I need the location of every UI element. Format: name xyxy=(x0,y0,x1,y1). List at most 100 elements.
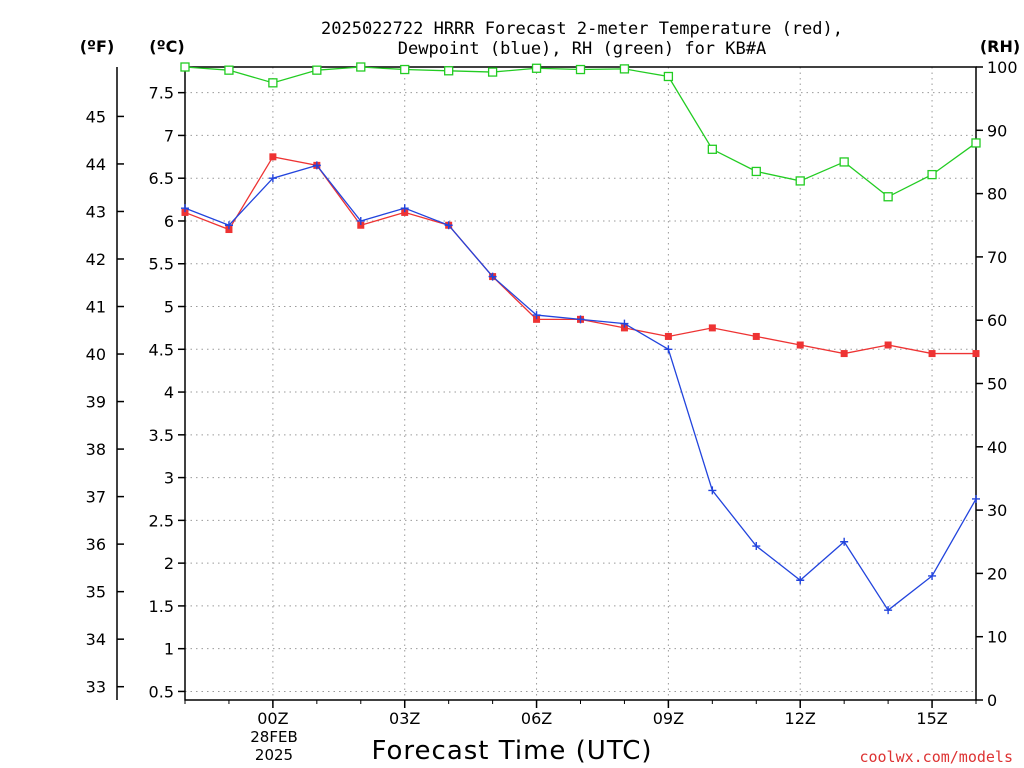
fahrenheit-tick-label: 37 xyxy=(86,488,106,507)
fahrenheit-tick-label: 34 xyxy=(86,630,106,649)
rh-tick-label: 100 xyxy=(987,58,1018,77)
fahrenheit-tick-label: 41 xyxy=(86,298,106,317)
x-axis-title: Forecast Time (UTC) xyxy=(371,736,652,766)
rh-marker xyxy=(619,64,630,74)
rh-marker xyxy=(356,62,366,72)
rh-marker xyxy=(400,64,410,75)
dewpoint-marker xyxy=(312,161,321,170)
temperature-marker xyxy=(225,226,233,234)
celsius-tick-label: 0.5 xyxy=(149,682,174,701)
fahrenheit-unit-label: (ºF) xyxy=(80,37,115,56)
celsius-tick-label: 7 xyxy=(164,126,174,145)
dewpoint-marker xyxy=(972,494,980,503)
dewpoint-marker xyxy=(224,221,233,230)
celsius-tick-label: 2.5 xyxy=(149,511,174,530)
x-tick-label: 00Z xyxy=(257,709,288,728)
celsius-unit-label: (ºC) xyxy=(149,37,184,56)
date-label-day: 28FEB xyxy=(250,728,297,746)
fahrenheit-axis: 33 34 35 36 37 38 39 40 41 42 43 44 45 xyxy=(86,107,124,697)
dewpoint-marker xyxy=(181,204,189,213)
rh-marker xyxy=(268,78,278,88)
rh-marker xyxy=(707,144,717,154)
fahrenheit-tick-label: 38 xyxy=(86,440,106,459)
celsius-tick-label: 5.5 xyxy=(149,255,174,274)
temperature-marker xyxy=(269,153,277,161)
rh-tick-label: 60 xyxy=(987,311,1007,330)
fahrenheit-tick-label: 42 xyxy=(86,250,106,269)
rh-axis: 0 10 20 30 40 50 60 70 80 90 100 xyxy=(976,58,1018,710)
rh-marker xyxy=(224,65,234,75)
rh-marker xyxy=(883,192,893,202)
temperature-marker xyxy=(401,208,409,216)
temperature-marker xyxy=(357,221,365,229)
rh-tick-label: 80 xyxy=(987,185,1007,204)
dewpoint-marker xyxy=(444,221,453,230)
celsius-axis: 0.5 1 1.5 2 2.5 3 3.5 4 4.5 5 5.5 6 6.5 7 7.5 xyxy=(149,84,185,701)
temperature-marker xyxy=(752,332,760,340)
fahrenheit-tick-label: 35 xyxy=(86,583,106,602)
rh-marker xyxy=(575,64,586,75)
temperature-marker xyxy=(708,324,716,332)
fahrenheit-tick-label: 33 xyxy=(86,678,106,697)
rh-marker xyxy=(663,71,674,82)
temperature-marker xyxy=(884,341,892,349)
temperature-marker xyxy=(928,350,936,358)
time-axis: 00Z 03Z 06Z 09Z 12Z 15Z xyxy=(184,700,977,728)
temperature-marker xyxy=(796,341,804,349)
celsius-tick-label: 4 xyxy=(164,383,174,402)
dewpoint-marker xyxy=(708,486,717,495)
celsius-tick-label: 1.5 xyxy=(149,597,174,616)
rh-marker xyxy=(795,176,805,186)
fahrenheit-tick-label: 45 xyxy=(86,107,106,126)
celsius-tick-label: 6.5 xyxy=(149,169,174,188)
x-tick-label: 09Z xyxy=(653,709,684,728)
x-tick-label: 06Z xyxy=(521,709,552,728)
dewpoint-marker xyxy=(620,319,629,328)
rh-marker xyxy=(751,166,761,177)
rh-unit-label: (RH) xyxy=(980,37,1020,56)
celsius-tick-label: 4.5 xyxy=(149,340,174,359)
grid xyxy=(185,67,976,700)
dewpoint-marker xyxy=(752,542,761,551)
plot-frame xyxy=(184,66,977,701)
rh-marker xyxy=(839,157,849,167)
rh-line xyxy=(184,66,977,198)
dewpoint-marker xyxy=(356,216,365,225)
temperature-marker xyxy=(533,315,541,323)
chart-title-line2: Dewpoint (blue), RH (green) for KB#A xyxy=(398,39,766,59)
rh-tick-label: 20 xyxy=(987,564,1007,583)
temperature-marker xyxy=(664,332,672,340)
rh-marker xyxy=(971,138,981,148)
x-tick-label: 03Z xyxy=(389,709,420,728)
series xyxy=(180,62,981,615)
celsius-tick-label: 7.5 xyxy=(149,84,174,103)
fahrenheit-tick-label: 39 xyxy=(86,393,106,412)
fahrenheit-tick-label: 40 xyxy=(86,345,106,364)
dewpoint-marker xyxy=(576,315,585,324)
fahrenheit-tick-label: 43 xyxy=(86,202,106,221)
dewpoint-marker xyxy=(928,571,937,580)
dewpoint-marker xyxy=(268,174,277,183)
x-tick-label: 12Z xyxy=(785,709,816,728)
fahrenheit-tick-label: 36 xyxy=(86,535,106,554)
dewpoint-marker xyxy=(796,576,805,585)
dewpoint-line xyxy=(184,164,977,612)
rh-tick-label: 30 xyxy=(987,501,1007,520)
dewpoint-marker xyxy=(488,272,497,281)
dewpoint-marker xyxy=(840,537,849,546)
chart-title-line1: 2025022722 HRRR Forecast 2-meter Tempera… xyxy=(321,19,843,39)
rh-tick-label: 0 xyxy=(987,691,997,710)
celsius-tick-label: 2 xyxy=(164,554,174,573)
celsius-tick-label: 3 xyxy=(164,469,174,488)
dewpoint-marker xyxy=(664,345,673,354)
dewpoint-marker xyxy=(400,204,409,213)
rh-marker xyxy=(312,65,322,75)
fahrenheit-tick-label: 44 xyxy=(86,155,106,174)
rh-marker xyxy=(444,66,454,76)
rh-tick-label: 10 xyxy=(987,628,1007,647)
dewpoint-marker xyxy=(884,606,893,615)
temperature-marker xyxy=(840,350,848,358)
temperature-line xyxy=(184,156,976,355)
celsius-tick-label: 5 xyxy=(164,298,174,317)
